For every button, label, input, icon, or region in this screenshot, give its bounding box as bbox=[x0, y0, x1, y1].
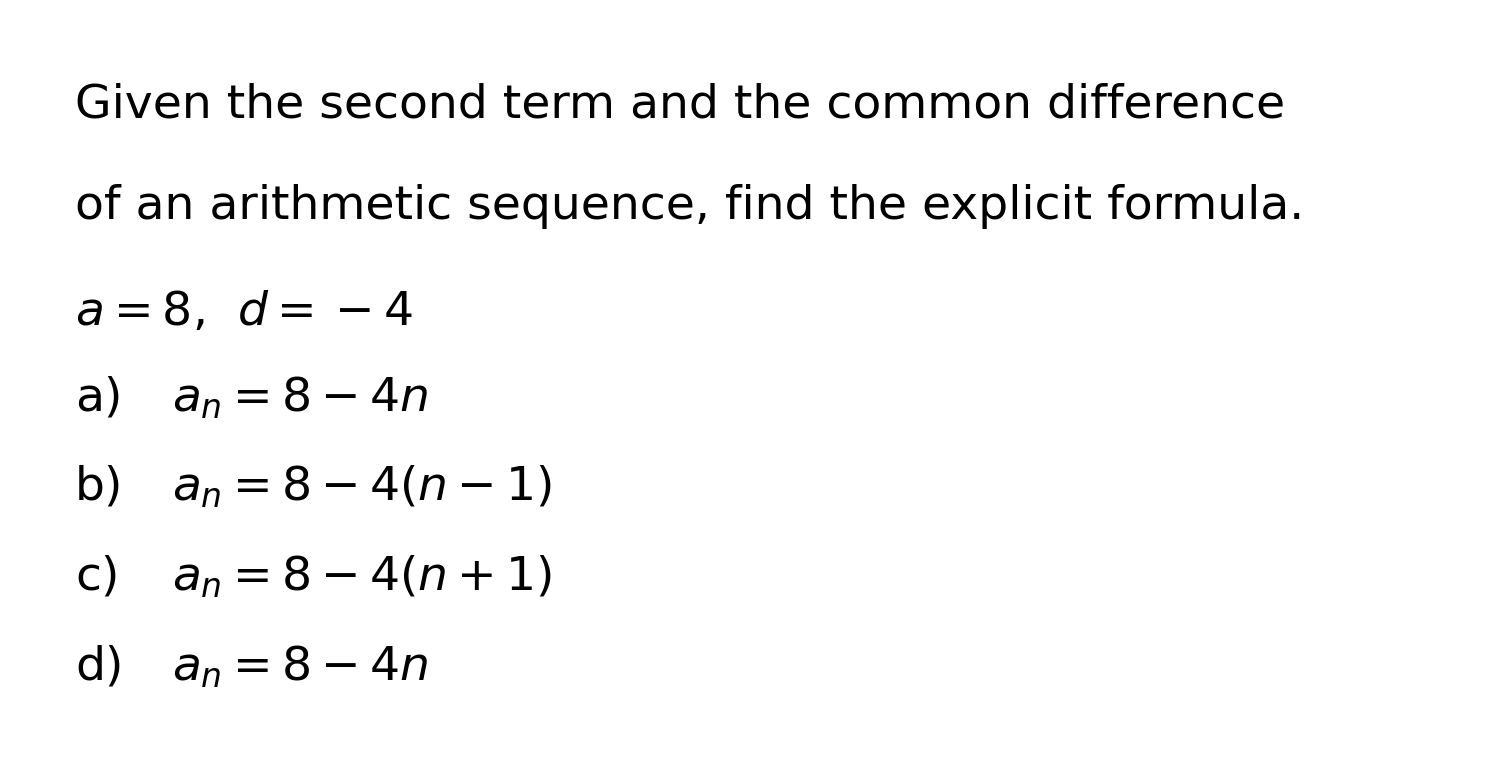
Text: $a = 8$,  $d = -4$: $a = 8$, $d = -4$ bbox=[75, 289, 413, 335]
Text: $a_n = 8 - 4(n-1)$: $a_n = 8 - 4(n-1)$ bbox=[172, 464, 552, 511]
Text: b): b) bbox=[75, 465, 123, 510]
Text: $a_n = 8 - 4n$: $a_n = 8 - 4n$ bbox=[172, 644, 429, 690]
Text: a): a) bbox=[75, 375, 123, 420]
Text: c): c) bbox=[75, 555, 120, 600]
Text: Given the second term and the common difference: Given the second term and the common dif… bbox=[75, 83, 1286, 128]
Text: of an arithmetic sequence, find the explicit formula.: of an arithmetic sequence, find the expl… bbox=[75, 184, 1304, 229]
Text: $a_n = 8 - 4(n+1)$: $a_n = 8 - 4(n+1)$ bbox=[172, 554, 552, 601]
Text: d): d) bbox=[75, 644, 123, 690]
Text: $a_n = 8 - 4n$: $a_n = 8 - 4n$ bbox=[172, 374, 429, 421]
